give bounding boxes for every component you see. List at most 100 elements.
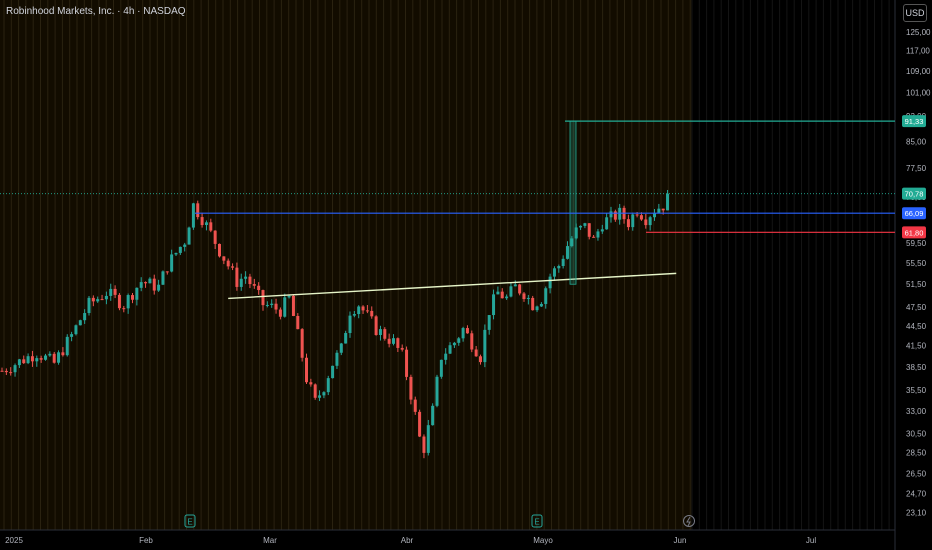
candle-body <box>522 293 526 300</box>
candle-body <box>9 372 13 374</box>
y-tick-label: 59,50 <box>906 239 927 248</box>
candle-body <box>148 278 152 284</box>
candle-body <box>335 352 339 366</box>
candle-body <box>396 338 400 348</box>
candle-body <box>213 230 217 244</box>
candle-body <box>139 282 143 288</box>
candle-body <box>583 223 587 226</box>
candle-body <box>409 376 413 400</box>
currency-button[interactable]: USD <box>903 4 927 22</box>
y-tick-label: 41,50 <box>906 342 927 351</box>
candle-body <box>300 329 304 358</box>
candle-body <box>666 193 670 211</box>
y-tick-label: 85,00 <box>906 138 927 147</box>
candle-body <box>465 328 469 334</box>
x-tick-label: Feb <box>139 536 153 545</box>
candle-body <box>322 392 326 396</box>
candle-body <box>339 343 343 353</box>
candle-body <box>496 291 500 295</box>
candle-body <box>392 338 395 344</box>
y-tick-label: 117,00 <box>906 47 930 56</box>
candle-body <box>483 329 487 363</box>
candle-body <box>183 244 187 247</box>
candle-body <box>383 329 387 339</box>
candle-body <box>422 436 426 453</box>
candle-body <box>657 208 661 214</box>
candle-body <box>492 294 496 316</box>
candle-body <box>157 284 161 291</box>
candle-body <box>152 278 156 291</box>
projection-bar <box>569 120 577 285</box>
candle-body <box>0 370 4 372</box>
y-tick-label: 44,50 <box>906 322 927 331</box>
candle-body <box>579 225 583 228</box>
x-tick-label: Abr <box>401 536 414 545</box>
candle-body <box>561 258 565 267</box>
candle-body <box>231 266 235 268</box>
trendline <box>228 272 677 300</box>
candle-body <box>26 356 30 364</box>
x-tick-label: Jul <box>806 536 816 545</box>
candle-body <box>513 284 517 287</box>
candle-body <box>418 411 422 437</box>
candle-body <box>570 238 574 247</box>
candle-body <box>131 295 134 300</box>
candle-body <box>78 320 82 326</box>
y-tick-label: 47,50 <box>906 303 927 312</box>
candle-body <box>387 338 391 344</box>
dividend-marker-icon <box>683 515 695 527</box>
candle-body <box>357 306 361 315</box>
price-tag-label: 70,78 <box>905 190 924 199</box>
earnings-marker-icon <box>184 514 196 528</box>
y-tick-label: 38,50 <box>906 363 927 372</box>
earnings-marker-label: E <box>187 518 192 527</box>
candle-body <box>74 325 78 335</box>
y-tick-label: 55,50 <box>906 259 927 268</box>
candle-body <box>661 208 665 211</box>
y-tick-label: 51,50 <box>906 280 927 289</box>
candle-body <box>326 378 330 393</box>
candle-body <box>252 284 256 286</box>
candle-body <box>452 342 456 346</box>
candle-body <box>83 313 87 321</box>
candle-body <box>592 236 596 238</box>
candle-body <box>639 215 643 220</box>
candle-body <box>370 310 374 317</box>
candle-body <box>165 271 169 273</box>
candle-body <box>413 399 417 412</box>
candle-body <box>100 299 104 301</box>
lightning-icon <box>686 516 691 527</box>
candle-body <box>191 203 195 228</box>
price-tag <box>902 207 926 220</box>
candle-body <box>344 333 348 344</box>
price-tag-label: 61,80 <box>905 228 924 237</box>
candle-body <box>500 291 504 299</box>
candle-body <box>170 254 174 272</box>
x-tick-label: Mar <box>263 536 277 545</box>
candle-body <box>431 405 435 426</box>
candle-body <box>200 217 204 226</box>
candle-body <box>39 358 43 360</box>
candle-body <box>566 246 569 259</box>
candle-body <box>226 260 230 267</box>
y-tick-label: 109,00 <box>906 67 931 76</box>
candle-body <box>104 295 108 300</box>
candle-body <box>653 213 656 218</box>
candle-body <box>44 355 47 360</box>
candle-body <box>605 217 609 230</box>
candle-body <box>52 353 56 363</box>
candle-body <box>61 352 65 356</box>
candle-body <box>57 352 61 363</box>
candle-body <box>291 295 295 316</box>
candle-body <box>596 231 600 238</box>
price-tag-label: 91,33 <box>905 117 924 126</box>
x-tick-label: Mayo <box>533 536 553 545</box>
candle-body <box>374 316 378 335</box>
y-tick-label: 23,10 <box>906 509 927 518</box>
candle-body <box>318 395 322 398</box>
candle-body <box>474 349 478 357</box>
price-tag <box>902 115 926 128</box>
candle-body <box>535 306 539 311</box>
candle-body <box>457 338 461 343</box>
